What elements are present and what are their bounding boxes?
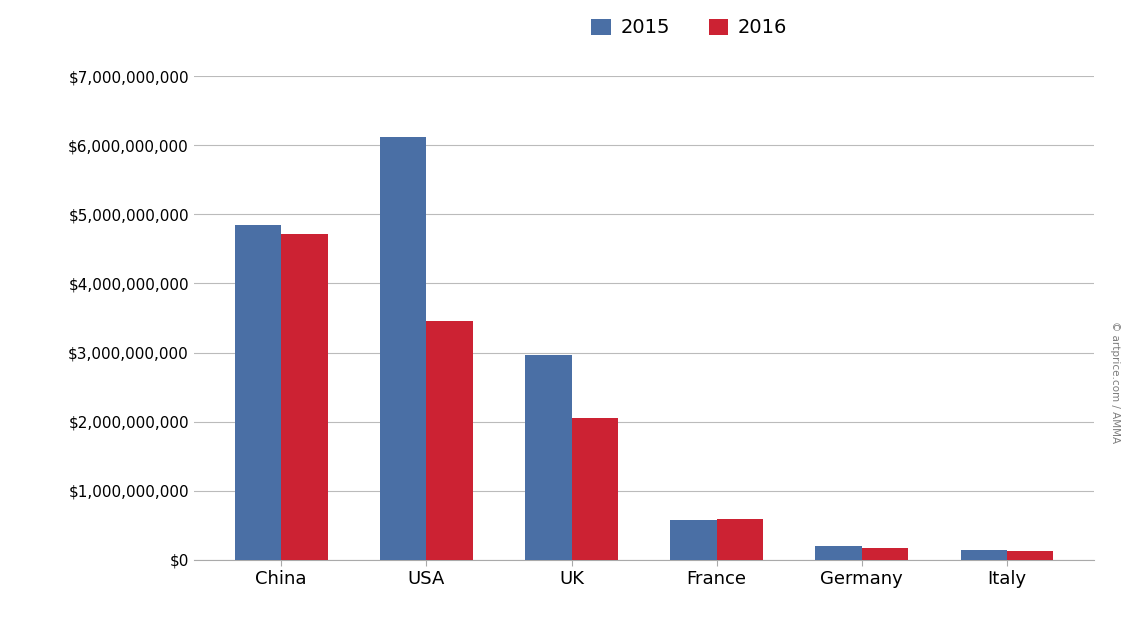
Bar bbox=[526, 355, 571, 560]
Text: © artprice.com / AMMA: © artprice.com / AMMA bbox=[1110, 321, 1119, 443]
Bar bbox=[380, 137, 426, 560]
Bar bbox=[815, 546, 862, 560]
Bar bbox=[862, 548, 909, 560]
Bar bbox=[571, 418, 618, 560]
Bar bbox=[282, 234, 327, 560]
Bar bbox=[426, 321, 473, 560]
Bar bbox=[961, 550, 1007, 560]
Bar bbox=[717, 519, 763, 560]
Bar bbox=[235, 225, 282, 560]
Bar bbox=[1007, 551, 1053, 560]
Legend: 2015, 2016: 2015, 2016 bbox=[591, 18, 788, 38]
Bar bbox=[670, 520, 717, 560]
